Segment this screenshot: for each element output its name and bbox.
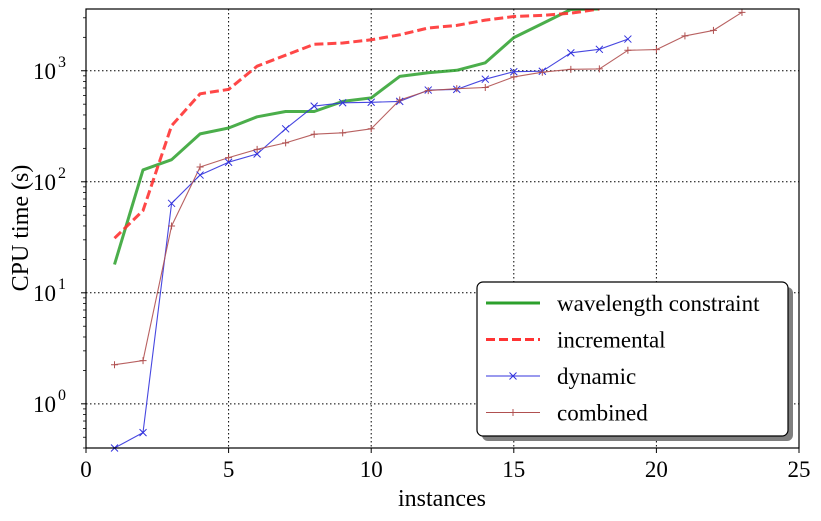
data-point <box>424 87 432 95</box>
y-tick-exponent: 3 <box>58 54 66 71</box>
data-point <box>595 45 604 54</box>
data-point <box>224 158 233 167</box>
data-point <box>566 48 575 57</box>
x-axis-title: instances <box>398 486 486 512</box>
data-point <box>196 163 204 171</box>
legend-marker <box>509 372 517 380</box>
x-tick-label: 10 <box>360 457 383 482</box>
legend-label: incremental <box>557 328 666 353</box>
data-point <box>396 96 404 104</box>
data-point <box>367 125 375 133</box>
legend-marker <box>509 409 517 416</box>
data-point <box>167 199 176 208</box>
data-point <box>310 102 319 111</box>
data-point <box>738 8 746 16</box>
data-point <box>139 428 147 437</box>
y-axis-title: CPU time (s) <box>8 165 34 292</box>
legend-box <box>476 281 789 437</box>
series-line-wavelength-constraint <box>113 9 600 265</box>
x-axis-ticks: 0 5 10 15 20 25 <box>80 448 811 482</box>
data-point <box>481 84 489 92</box>
data-point <box>139 357 147 365</box>
data-point <box>310 130 318 138</box>
x-tick-label: 15 <box>502 457 525 482</box>
data-point <box>281 124 290 133</box>
x-tick-label: 20 <box>645 457 668 482</box>
data-point <box>367 98 376 107</box>
series-line-incremental <box>113 9 600 240</box>
data-point <box>652 46 660 54</box>
data-point <box>339 129 347 137</box>
data-point <box>338 98 347 107</box>
legend-label: dynamic <box>557 364 636 389</box>
y-tick-label: 10 <box>33 281 56 306</box>
data-point <box>510 73 518 81</box>
y-tick-exponent: 0 <box>58 387 66 404</box>
data-point <box>453 85 461 93</box>
data-point <box>624 35 632 43</box>
y-tick-label: 10 <box>33 392 56 417</box>
y-tick-exponent: 2 <box>58 165 66 182</box>
data-point <box>253 145 261 153</box>
data-point <box>282 139 290 147</box>
legend-label: wavelength constraint <box>557 291 760 316</box>
y-tick-exponent: 1 <box>58 276 66 293</box>
data-point <box>709 26 717 34</box>
legend: wavelength constraint incremental dynamic c… <box>476 281 793 441</box>
data-point <box>509 67 518 76</box>
data-point <box>225 154 233 162</box>
data-point <box>538 68 546 76</box>
data-point <box>196 171 204 179</box>
data-point <box>168 222 176 230</box>
data-point <box>595 65 603 73</box>
x-tick-label: 0 <box>80 457 92 482</box>
data-point <box>111 361 119 369</box>
x-tick-label: 5 <box>223 457 235 482</box>
data-point <box>681 32 689 40</box>
data-point <box>253 150 261 158</box>
plot-frame <box>85 8 800 449</box>
marker-layer <box>110 8 746 452</box>
legend-label: combined <box>557 401 648 426</box>
data-point <box>567 65 575 73</box>
y-tick-label: 10 <box>33 170 56 195</box>
x-tick-label: 25 <box>788 457 811 482</box>
y-tick-label: 10 <box>33 59 56 84</box>
data-point <box>624 46 632 54</box>
data-point <box>481 75 490 84</box>
